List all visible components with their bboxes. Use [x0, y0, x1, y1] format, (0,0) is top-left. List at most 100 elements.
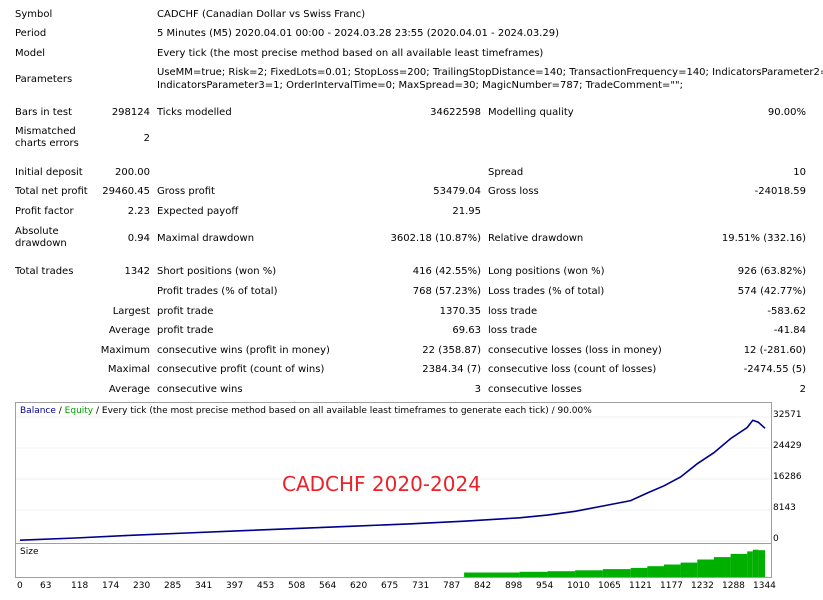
- expectedpayoff-label: Expected payoff: [157, 206, 239, 217]
- largest-profit-label: profit trade: [157, 306, 214, 317]
- size-bar: [647, 566, 664, 577]
- legend-balance: Balance: [20, 406, 56, 416]
- balance-chart-svg: [16, 416, 771, 542]
- quality-value: 90.00%: [767, 107, 806, 118]
- deposit-label: Initial deposit: [15, 167, 83, 178]
- x-tick-label: 842: [474, 581, 492, 591]
- spread-label: Spread: [488, 167, 524, 178]
- profittrades-value: 768 (57.23%): [412, 286, 481, 297]
- largest-prefix: Largest: [112, 306, 150, 317]
- average-wins-value: 3: [474, 384, 481, 395]
- profitfactor-value: 2.23: [127, 206, 150, 217]
- maximal-profit-label: consecutive profit (count of wins): [157, 364, 325, 375]
- largest-loss-label: loss trade: [488, 306, 538, 317]
- size-chart-svg: [464, 549, 765, 577]
- model-value: Every tick (the most precise method base…: [157, 48, 544, 59]
- size-bar: [752, 549, 759, 577]
- expectedpayoff-value: 21.95: [452, 206, 481, 217]
- size-bar: [519, 571, 548, 577]
- legend-description: / Every tick (the most precise method ba…: [93, 406, 592, 416]
- x-tick-label: 898: [505, 581, 523, 591]
- totaltrades-label: Total trades: [15, 266, 74, 277]
- average-profit-label: profit trade: [157, 325, 214, 336]
- x-tick-label: 787: [443, 581, 461, 591]
- netprofit-value: 29460.45: [102, 186, 150, 197]
- mismatched-value: 2: [143, 133, 150, 144]
- model-label: Model: [15, 48, 46, 59]
- average-losses-value: 2: [799, 384, 806, 395]
- size-label: Size: [20, 547, 39, 557]
- maximal-loss-label: consecutive loss (count of losses): [488, 364, 657, 375]
- y-tick-label: 24429: [773, 440, 802, 451]
- maximum-prefix: Maximum: [100, 345, 150, 356]
- size-bar: [630, 567, 648, 577]
- balance-line: [19, 419, 766, 541]
- x-tick-label: 508: [288, 581, 306, 591]
- average-loss-label: loss trade: [488, 325, 538, 336]
- size-bar: [730, 553, 748, 577]
- netprofit-label: Total net profit: [15, 186, 88, 197]
- chart-watermark: CADCHF 2020-2024: [282, 472, 481, 496]
- x-tick-label: 1177: [660, 581, 683, 591]
- maximal-prefix: Maximal: [107, 364, 150, 375]
- absdrawdown-value: 0.94: [127, 233, 150, 244]
- average-wins-label: consecutive wins: [157, 384, 243, 395]
- deposit-value: 200.00: [115, 167, 150, 178]
- totaltrades-value: 1342: [124, 266, 150, 277]
- size-bar: [575, 570, 603, 577]
- parameters-label: Parameters: [15, 74, 73, 85]
- x-tick-label: 1344: [753, 581, 776, 591]
- x-tick-label: 675: [381, 581, 399, 591]
- maximum-wins-label: consecutive wins (profit in money): [157, 345, 330, 356]
- profittrades-label: Profit trades (% of total): [157, 286, 278, 297]
- maxdrawdown-label: Maximal drawdown: [157, 233, 255, 244]
- average-loss-value: -41.84: [773, 325, 806, 336]
- y-tick-label: 8143: [773, 502, 796, 513]
- x-tick-label: 230: [133, 581, 151, 591]
- balance-chart: Balance / Equity / Every tick (the most …: [15, 402, 772, 544]
- x-tick-label: 118: [71, 581, 89, 591]
- size-bar: [680, 562, 698, 577]
- y-tick-label: 32571: [773, 410, 802, 420]
- x-tick-label: 1065: [598, 581, 621, 591]
- average-prefix: Average: [108, 325, 150, 336]
- y-tick-label: 0: [773, 534, 779, 544]
- longpos-value: 926 (63.82%): [737, 266, 806, 277]
- chart-legend: Balance / Equity / Every tick (the most …: [20, 406, 592, 416]
- maxdrawdown-value: 3602.18 (10.87%): [390, 233, 481, 244]
- x-tick-label: 0: [17, 581, 23, 591]
- reldrawdown-label: Relative drawdown: [488, 233, 584, 244]
- x-tick-label: 285: [164, 581, 182, 591]
- symbol-label: Symbol: [15, 9, 53, 20]
- size-bar: [464, 572, 520, 577]
- strategy-tester-report: Symbol CADCHF (Canadian Dollar vs Swiss …: [15, 9, 823, 395]
- x-tick-label: 564: [319, 581, 337, 591]
- legend-equity: Equity: [64, 406, 94, 416]
- ticks-value: 34622598: [430, 107, 481, 118]
- spread-value: 10: [793, 167, 806, 178]
- grossloss-label: Gross loss: [488, 186, 539, 197]
- x-tick-label: 620: [350, 581, 368, 591]
- size-bar: [747, 551, 753, 577]
- legend-separator: /: [55, 406, 65, 416]
- largest-profit-value: 1370.35: [439, 306, 481, 317]
- x-tick-label: 397: [226, 581, 244, 591]
- size-bar: [697, 559, 714, 577]
- period-label: Period: [15, 28, 47, 39]
- grossprofit-label: Gross profit: [157, 186, 215, 197]
- x-tick-label: 1010: [567, 581, 590, 591]
- largest-loss-value: -583.62: [767, 306, 806, 317]
- x-tick-label: 954: [536, 581, 554, 591]
- size-bar: [758, 550, 765, 577]
- shortpos-value: 416 (42.55%): [412, 266, 481, 277]
- absdrawdown-label: Absolute drawdown: [15, 226, 67, 249]
- maximum-losses-label: consecutive losses (loss in money): [488, 345, 662, 356]
- size-bar: [664, 564, 681, 577]
- x-tick-label: 1288: [722, 581, 745, 591]
- parameters-line2: IndicatorsParameter3=1; OrderIntervalTim…: [157, 80, 683, 91]
- losstrades-value: 574 (42.77%): [737, 286, 806, 297]
- grossloss-value: -24018.59: [754, 186, 806, 197]
- bars-value: 298124: [111, 107, 150, 118]
- period-value: 5 Minutes (M5) 2020.04.01 00:00 - 2024.0…: [157, 28, 559, 39]
- x-tick-label: 731: [412, 581, 430, 591]
